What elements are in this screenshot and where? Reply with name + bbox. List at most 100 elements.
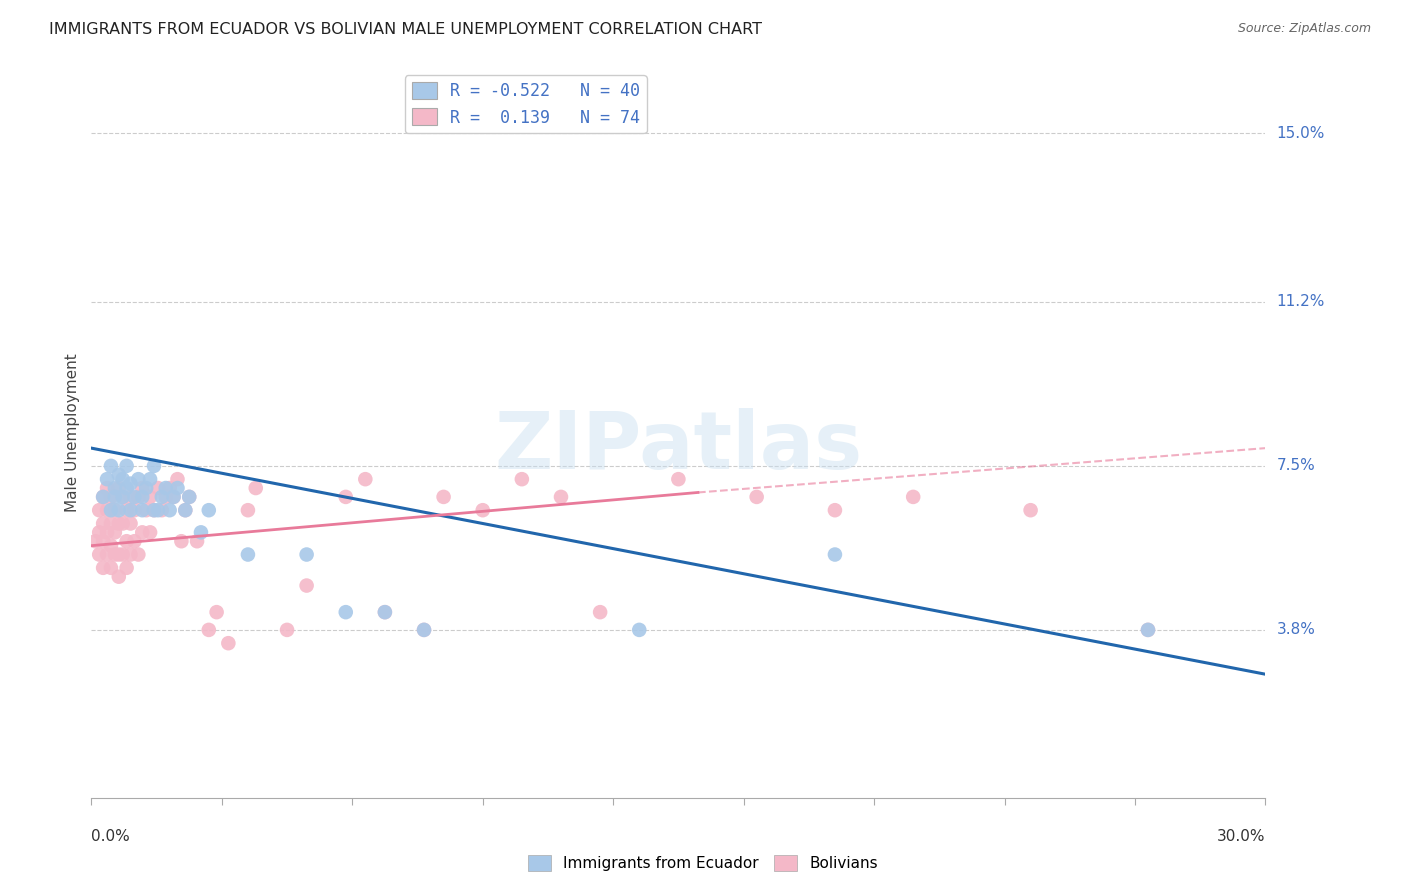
Point: [111, 516, 134, 531]
Point: [335, 490, 357, 504]
Point: [131, 503, 153, 517]
Point: [131, 490, 153, 504]
Point: [159, 481, 181, 495]
Point: [236, 503, 259, 517]
Point: [150, 503, 173, 517]
Legend: Immigrants from Ecuador, Bolivians: Immigrants from Ecuador, Bolivians: [522, 849, 884, 877]
Point: [276, 623, 298, 637]
Point: [135, 481, 157, 495]
Point: [100, 539, 122, 553]
Point: [131, 481, 153, 495]
Point: [127, 548, 149, 562]
Point: [96, 548, 118, 562]
Point: [115, 458, 138, 473]
Point: [107, 481, 129, 495]
Point: [124, 490, 146, 504]
Point: [91, 490, 114, 504]
Point: [155, 481, 177, 495]
Point: [190, 525, 212, 540]
Point: [174, 503, 197, 517]
Point: [179, 490, 201, 504]
Point: [205, 605, 228, 619]
Point: [107, 516, 129, 531]
Point: [166, 481, 188, 495]
Point: [245, 481, 267, 495]
Point: [124, 503, 146, 517]
Point: [550, 490, 572, 504]
Point: [96, 503, 118, 517]
Point: [1136, 623, 1159, 637]
Point: [174, 503, 197, 517]
Point: [139, 490, 162, 504]
Point: [589, 605, 612, 619]
Point: [115, 503, 138, 517]
Point: [104, 548, 127, 562]
Point: [143, 458, 166, 473]
Point: [120, 516, 142, 531]
Point: [104, 490, 127, 504]
Point: [146, 503, 169, 517]
Point: [143, 503, 166, 517]
Point: [432, 490, 454, 504]
Text: 30.0%: 30.0%: [1218, 829, 1265, 844]
Point: [139, 525, 162, 540]
Point: [510, 472, 533, 486]
Text: 3.8%: 3.8%: [1277, 623, 1316, 638]
Point: [374, 605, 396, 619]
Point: [335, 605, 357, 619]
Point: [120, 503, 142, 517]
Point: [197, 503, 219, 517]
Text: ZIPatlas: ZIPatlas: [495, 409, 862, 486]
Point: [104, 503, 127, 517]
Point: [104, 481, 127, 495]
Point: [89, 548, 111, 562]
Point: [295, 548, 318, 562]
Y-axis label: Male Unemployment: Male Unemployment: [65, 353, 80, 512]
Point: [115, 534, 138, 549]
Point: [139, 472, 162, 486]
Point: [146, 481, 169, 495]
Point: [89, 503, 111, 517]
Point: [100, 561, 122, 575]
Point: [115, 561, 138, 575]
Point: [217, 636, 239, 650]
Point: [107, 570, 129, 584]
Point: [96, 481, 118, 495]
Point: [84, 534, 107, 549]
Point: [236, 548, 259, 562]
Point: [170, 534, 193, 549]
Point: [107, 503, 129, 517]
Point: [91, 490, 114, 504]
Point: [111, 548, 134, 562]
Point: [91, 561, 114, 575]
Point: [135, 503, 157, 517]
Point: [166, 472, 188, 486]
Point: [100, 458, 122, 473]
Text: 7.5%: 7.5%: [1277, 458, 1315, 474]
Point: [143, 503, 166, 517]
Point: [89, 525, 111, 540]
Point: [115, 481, 138, 495]
Point: [824, 548, 846, 562]
Text: Source: ZipAtlas.com: Source: ZipAtlas.com: [1237, 22, 1371, 36]
Point: [824, 503, 846, 517]
Text: IMMIGRANTS FROM ECUADOR VS BOLIVIAN MALE UNEMPLOYMENT CORRELATION CHART: IMMIGRANTS FROM ECUADOR VS BOLIVIAN MALE…: [49, 22, 762, 37]
Point: [120, 490, 142, 504]
Point: [127, 472, 149, 486]
Point: [96, 525, 118, 540]
Point: [1136, 623, 1159, 637]
Point: [666, 472, 689, 486]
Point: [1019, 503, 1042, 517]
Point: [111, 490, 134, 504]
Text: 0.0%: 0.0%: [91, 829, 131, 844]
Point: [354, 472, 377, 486]
Point: [100, 490, 122, 504]
Point: [107, 467, 129, 482]
Point: [162, 490, 184, 504]
Point: [197, 623, 219, 637]
Point: [100, 516, 122, 531]
Point: [413, 623, 436, 637]
Legend: R = -0.522   N = 40, R =  0.139   N = 74: R = -0.522 N = 40, R = 0.139 N = 74: [405, 75, 647, 133]
Point: [745, 490, 768, 504]
Point: [295, 578, 318, 592]
